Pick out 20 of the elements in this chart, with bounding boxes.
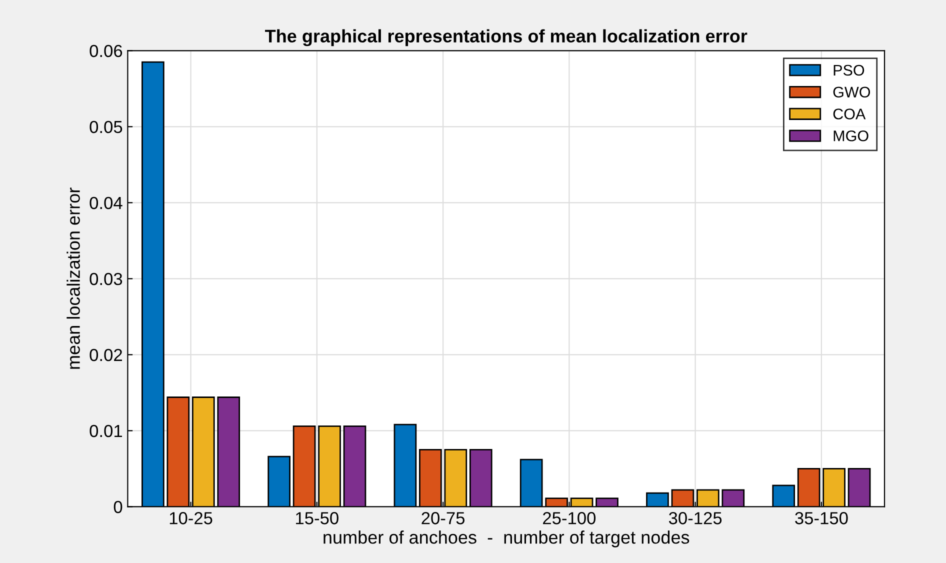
y-tick-label: 0 xyxy=(114,500,122,514)
legend-label: GWO xyxy=(833,86,870,98)
y-tick-label: 0.03 xyxy=(90,272,122,286)
y-tick-label: 0.05 xyxy=(90,120,122,134)
y-tick-label: 0.01 xyxy=(90,424,122,438)
x-tick-label: 30-125 xyxy=(668,512,722,524)
x-axis-title: number of anchoes - number of target nodes xyxy=(324,530,690,548)
legend-label: COA xyxy=(833,108,866,120)
chart-title: The graphical representations of mean localization error xyxy=(265,29,748,46)
x-tick-label: 35-150 xyxy=(795,512,848,524)
y-axis-title: mean localization error xyxy=(66,188,80,369)
legend-label: MGO xyxy=(834,130,868,142)
y-tick-label: 0.04 xyxy=(90,196,122,210)
x-tick-label: 10-25 xyxy=(170,512,212,524)
x-tick-label: 25-100 xyxy=(543,512,596,524)
x-tick-label: 20-75 xyxy=(422,512,465,524)
y-tick-label: 0.06 xyxy=(90,44,122,58)
legend-label: PSO xyxy=(834,64,864,76)
y-tick-label: 0.02 xyxy=(90,348,122,362)
x-tick-label: 15-50 xyxy=(296,512,338,524)
